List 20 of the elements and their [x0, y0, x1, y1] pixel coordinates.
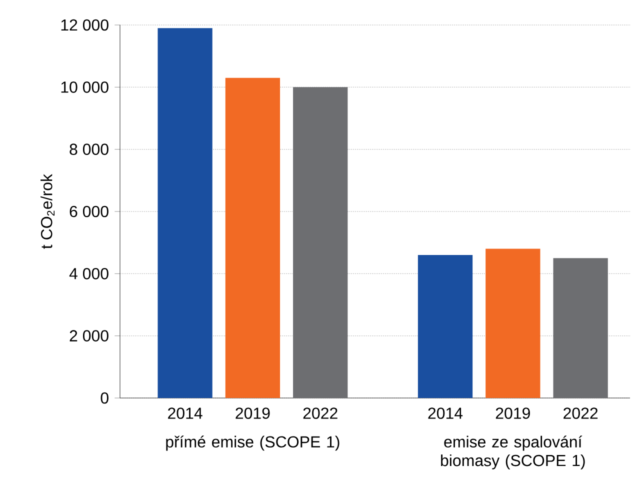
y-tick-label: 6 000: [70, 206, 108, 218]
bar: [158, 28, 212, 398]
text: 2022: [564, 408, 598, 419]
y-axis-title: t CO$_{2}$e/rok: [40, 174, 55, 249]
text: 2019: [496, 408, 530, 419]
bar: [486, 248, 540, 398]
bar: [418, 255, 473, 398]
series-label: 2022: [303, 408, 338, 419]
bar: [225, 78, 280, 398]
y-tick-label: 2 000: [70, 330, 108, 342]
y-tick-label: 0: [100, 392, 108, 404]
series-label: 2014: [168, 408, 202, 419]
x-tick-label: emise ze spalování biomasy (SCOPE 1): [441, 436, 585, 470]
x-tick-label: přímé emise (SCOPE 1): [166, 436, 340, 451]
text: 2014: [428, 408, 463, 419]
y-tick-label: 8 000: [70, 144, 108, 155]
y-tick-label: 10 000: [61, 82, 108, 93]
y-tick-label: 12 000: [61, 19, 108, 31]
series-label: 2019: [236, 408, 270, 419]
y-tick-label: 4 000: [69, 268, 108, 280]
